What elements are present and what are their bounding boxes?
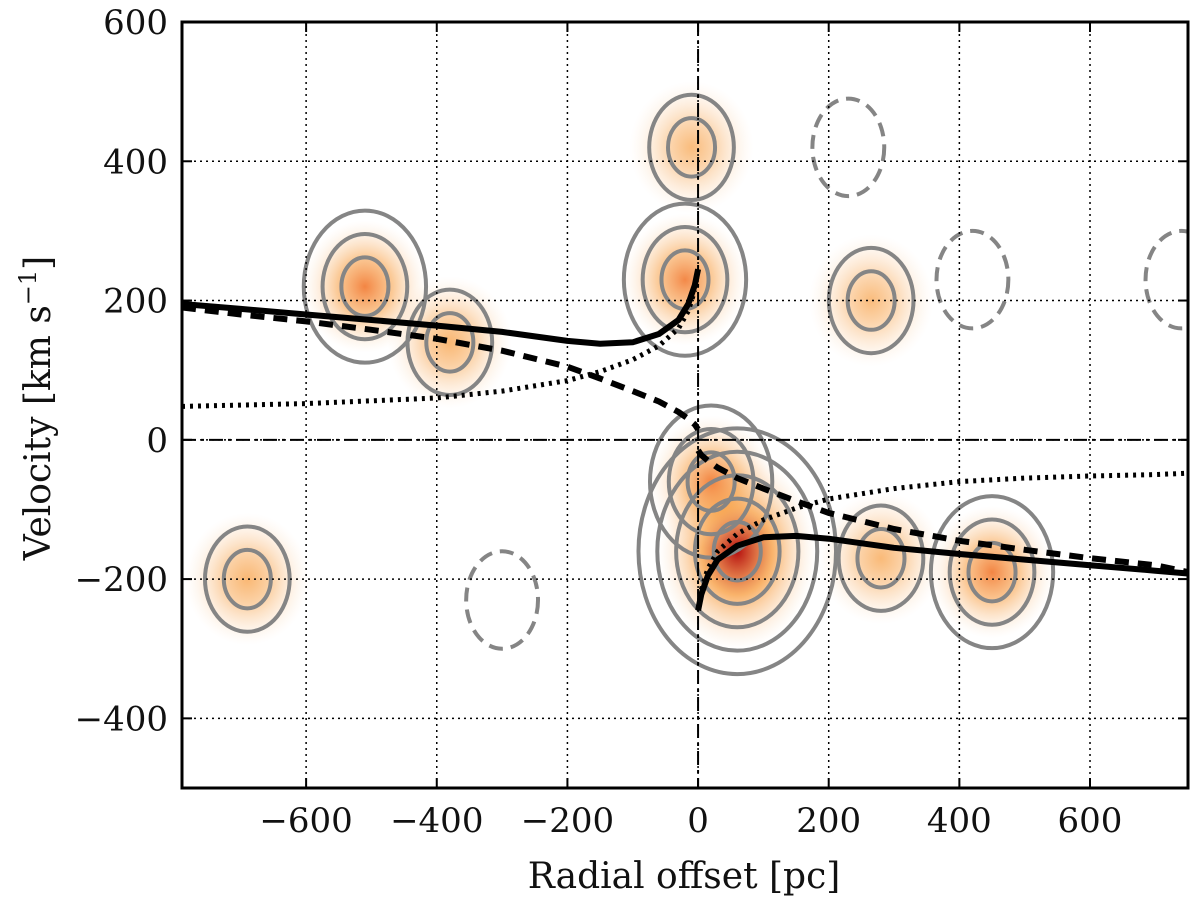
x-tick-label: −400 [390,801,483,841]
contour-line [836,503,926,613]
model-curve-solid [695,532,1188,611]
y-axis-label-close: ] [18,256,59,270]
contour-line [655,449,820,653]
y-axis-label-exponent: −1 [14,270,42,305]
axes-frame [180,20,1190,790]
plot-border [180,20,1190,790]
contour-line [221,547,273,611]
contour-line [666,426,756,537]
contour-line [202,524,292,634]
negative-contour-line [464,549,541,651]
negative-contour-line [810,96,887,199]
contour-line [339,255,391,318]
contour-line [928,494,1056,651]
model-curve-solid [182,268,702,347]
contour-line [855,526,907,590]
x-tick-label: −200 [521,801,614,841]
contour-line [320,231,410,342]
y-axis-label-main: Velocity [km s [18,305,59,561]
model-curve-dashed [695,448,1188,576]
y-tick-label: 200 [103,282,168,322]
intensity-heatmap [182,22,1188,788]
contour-line [826,245,916,356]
y-axis-ticks: −400 −200 0 200 400 600 [75,3,1188,739]
contour-line [640,225,730,335]
contour-line [685,450,737,513]
negative-contour-line [934,228,1011,331]
contour-line [647,92,736,202]
contour-line [647,403,775,560]
x-tick-label: 0 [687,801,709,841]
y-tick-label: 0 [146,421,168,461]
x-tick-label: 200 [796,801,861,841]
x-tick-label: 600 [1058,801,1123,841]
y-tick-label: −400 [75,699,168,739]
y-axis-label: Velocity [km s−1] [14,256,59,561]
model-curves [182,268,1188,611]
contour-line [947,517,1037,627]
contour-line [621,201,749,358]
contour-line [405,287,495,397]
contour-line [845,269,897,332]
y-tick-label: 600 [103,3,168,43]
contour-line [301,208,429,365]
x-tick-label: −600 [259,801,352,841]
contour-line [692,496,782,606]
x-tick-label: 400 [927,801,992,841]
model-curve-dotted [698,470,1188,591]
y-tick-label: −200 [75,560,168,600]
contour-line [424,311,476,374]
reference-lines [182,22,1188,788]
y-tick-label: 400 [103,142,168,182]
contour-layer [202,92,1188,677]
contour-line [636,426,839,677]
x-axis-ticks: −600 −400 −200 0 200 400 600 [259,22,1122,841]
negative-contour-line [1143,228,1188,331]
x-axis-label: Radial offset [pc] [528,856,841,897]
contour-line [666,116,718,179]
